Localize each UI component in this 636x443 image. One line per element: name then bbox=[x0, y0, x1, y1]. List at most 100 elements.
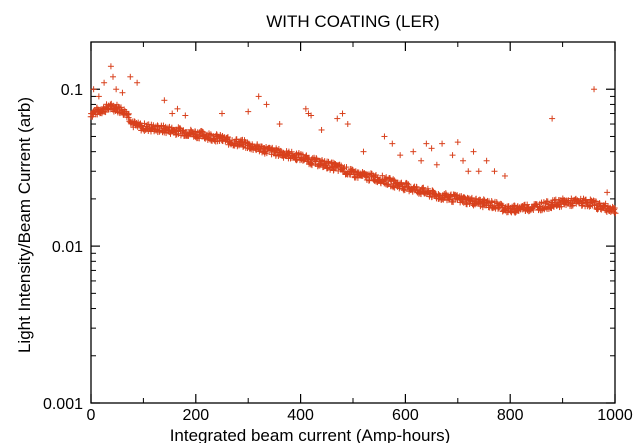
data-point bbox=[593, 198, 600, 205]
data-point bbox=[591, 86, 598, 93]
data-point bbox=[134, 79, 141, 86]
data-point bbox=[544, 198, 551, 205]
data-point bbox=[405, 181, 412, 188]
y-axis-label: Light Intensity/Beam Current (arb) bbox=[15, 97, 34, 353]
data-point bbox=[450, 199, 457, 206]
data-point bbox=[339, 110, 346, 117]
data-point bbox=[334, 115, 341, 122]
data-point bbox=[569, 202, 576, 209]
data-point bbox=[118, 104, 125, 111]
data-point bbox=[612, 210, 619, 217]
data-point bbox=[263, 101, 270, 108]
data-point bbox=[101, 79, 108, 86]
data-point bbox=[344, 121, 351, 128]
x-tick-label: 800 bbox=[497, 407, 524, 424]
x-axis-label: Integrated beam current (Amp-hours) bbox=[170, 426, 451, 443]
data-point bbox=[308, 112, 315, 119]
data-point bbox=[255, 93, 262, 100]
data-point bbox=[460, 157, 467, 164]
data-point bbox=[167, 130, 174, 137]
x-tick-label: 0 bbox=[87, 407, 96, 424]
data-point bbox=[389, 140, 396, 147]
data-point bbox=[107, 63, 114, 70]
data-point bbox=[391, 184, 398, 191]
x-tick-label: 400 bbox=[287, 407, 314, 424]
data-point bbox=[593, 204, 600, 211]
data-point bbox=[182, 112, 189, 119]
chart-title: WITH COATING (LER) bbox=[266, 12, 439, 31]
data-point bbox=[586, 203, 593, 210]
data-point bbox=[558, 203, 565, 210]
data-point bbox=[276, 121, 283, 128]
x-tick-label: 600 bbox=[392, 407, 419, 424]
data-point bbox=[95, 93, 102, 100]
data-point bbox=[313, 156, 320, 163]
data-point bbox=[428, 145, 435, 152]
data-point bbox=[219, 110, 225, 117]
data-point bbox=[397, 152, 404, 159]
data-point bbox=[141, 120, 148, 127]
data-point bbox=[604, 189, 611, 196]
data-point bbox=[439, 140, 446, 147]
data-point bbox=[110, 73, 117, 80]
plot-frame bbox=[90, 41, 616, 404]
y-tick-label: 0.001 bbox=[43, 396, 83, 413]
data-point bbox=[423, 140, 430, 147]
data-point bbox=[360, 148, 367, 155]
data-point bbox=[465, 168, 472, 175]
data-point bbox=[330, 166, 337, 173]
data-point bbox=[549, 115, 556, 122]
data-point bbox=[413, 184, 420, 191]
data-point bbox=[343, 164, 350, 171]
data-point bbox=[386, 175, 393, 182]
data-point bbox=[338, 162, 345, 169]
data-point bbox=[288, 148, 295, 155]
plot-area-border bbox=[90, 41, 616, 404]
data-point bbox=[410, 148, 417, 155]
data-point bbox=[125, 114, 132, 121]
data-point bbox=[596, 200, 603, 207]
data-point bbox=[418, 157, 425, 164]
data-point bbox=[470, 148, 477, 155]
data-point bbox=[94, 111, 101, 118]
data-point bbox=[611, 205, 618, 212]
data-point bbox=[174, 105, 181, 112]
data-point bbox=[590, 197, 597, 204]
data-point bbox=[568, 203, 575, 210]
data-point bbox=[245, 108, 252, 115]
data-point bbox=[536, 203, 543, 210]
data-point bbox=[491, 168, 498, 175]
data-point bbox=[161, 97, 168, 104]
data-point bbox=[449, 152, 456, 159]
data-point bbox=[365, 177, 372, 184]
data-point bbox=[475, 168, 482, 175]
data-point bbox=[318, 126, 325, 133]
data-point bbox=[172, 131, 179, 138]
data-point bbox=[115, 103, 122, 110]
data-point bbox=[224, 133, 231, 140]
data-point bbox=[308, 162, 315, 169]
y-tick-label: 0.1 bbox=[61, 82, 83, 99]
data-point bbox=[433, 161, 440, 168]
data-point bbox=[459, 198, 466, 205]
data-point bbox=[498, 201, 505, 208]
data-point bbox=[102, 109, 109, 116]
data-point bbox=[245, 140, 252, 147]
data-point bbox=[501, 172, 508, 179]
data-point bbox=[381, 133, 388, 140]
data-point bbox=[447, 192, 454, 199]
data-point bbox=[127, 73, 134, 80]
data-point bbox=[483, 157, 490, 164]
data-point bbox=[553, 203, 560, 210]
data-point bbox=[119, 89, 126, 96]
data-point bbox=[468, 194, 475, 201]
data-point bbox=[90, 86, 97, 93]
data-point bbox=[229, 137, 236, 144]
data-point bbox=[169, 110, 176, 117]
data-point bbox=[454, 139, 461, 146]
data-point bbox=[322, 162, 329, 169]
axis-ticks bbox=[90, 42, 616, 404]
data-point bbox=[179, 127, 186, 134]
x-tick-label: 200 bbox=[182, 407, 209, 424]
